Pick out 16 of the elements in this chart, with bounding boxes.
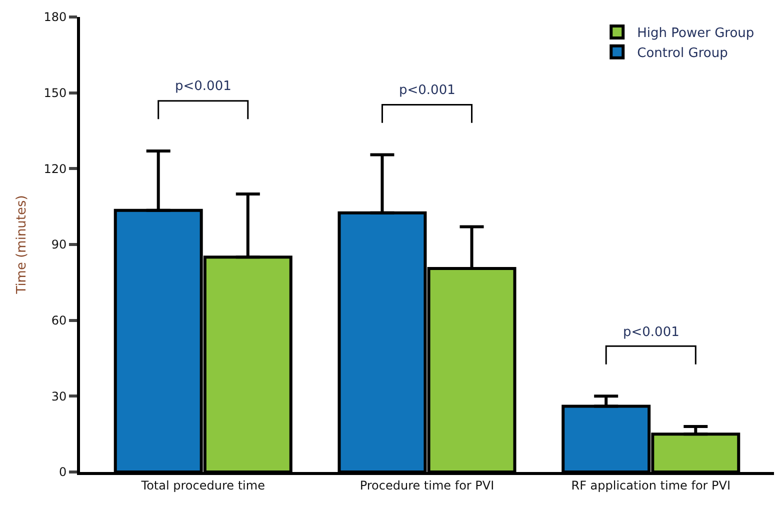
y-tick-label: 0	[58, 465, 67, 480]
y-axis-title: Time (minutes)	[14, 195, 30, 295]
x-tick-label: Procedure time for PVI	[360, 478, 494, 492]
legend-label: Control Group	[637, 46, 728, 61]
x-tick-label: Total procedure time	[140, 478, 265, 492]
y-tick-label: 30	[51, 389, 67, 404]
annotation: p<0.001	[399, 83, 456, 98]
y-tick-label: 120	[44, 162, 67, 176]
y-tick-label: 60	[51, 314, 67, 328]
y-tick-label: 90	[51, 238, 67, 252]
y-tick-label: 150	[44, 86, 67, 100]
x-tick-label: RF application time for PVI	[571, 478, 731, 492]
y-tick-label: 180	[44, 10, 67, 24]
annotation: p<0.001	[623, 325, 680, 340]
annotation: p<0.001	[175, 79, 232, 94]
legend-label: High Power Group	[637, 26, 754, 42]
